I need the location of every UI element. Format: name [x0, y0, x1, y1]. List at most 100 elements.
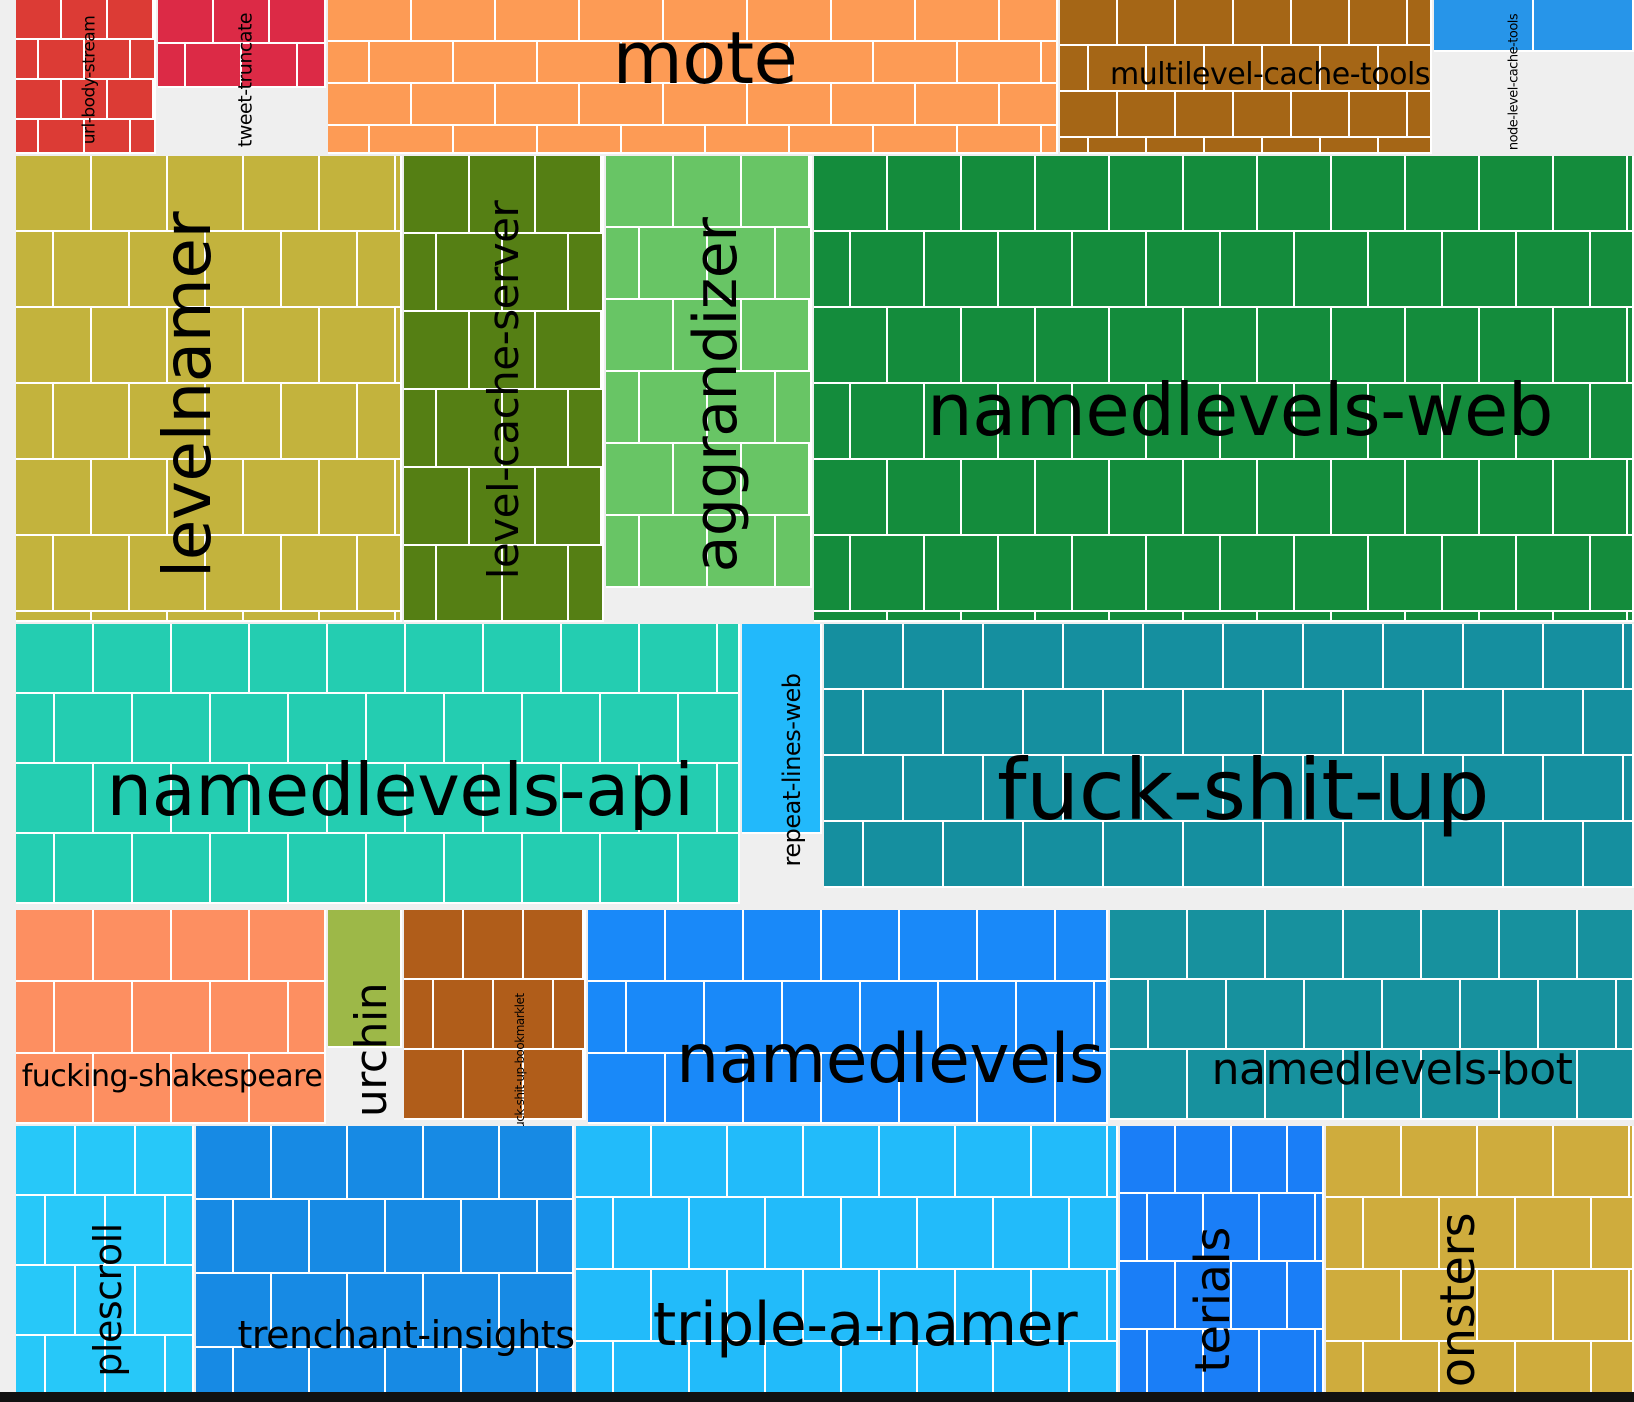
- treemap-leaf: [1478, 1126, 1554, 1198]
- treemap-leaf: [16, 384, 54, 460]
- treemap-leaf: [16, 1336, 46, 1402]
- treemap-leaf: [16, 834, 55, 904]
- treemap-leaf: [1534, 0, 1634, 52]
- treemap-leaf: [46, 1196, 106, 1266]
- treemap-leaf: [538, 126, 622, 154]
- treemap-leaf: [1205, 138, 1263, 154]
- treemap-leaf: [1628, 460, 1634, 536]
- treemap-leaf: [158, 44, 186, 88]
- treemap-leaf: [1232, 1126, 1288, 1194]
- treemap-leaf: [622, 126, 706, 154]
- treemap-leaf: [888, 460, 962, 536]
- treemap-leaf: [606, 300, 674, 372]
- treemap-leaf: [16, 232, 54, 308]
- treemap-leaf: [606, 228, 640, 300]
- treemap-leaf: [1369, 384, 1443, 460]
- treemap-leaf: [861, 982, 939, 1054]
- treemap-leaf: [832, 0, 916, 42]
- treemap-leaf: [54, 384, 130, 460]
- treemap-leaf: [1184, 308, 1258, 384]
- treemap-leaf: [434, 980, 494, 1050]
- treemap-leaf: [328, 84, 412, 126]
- treemap-leaf: [994, 1198, 1070, 1270]
- treemap-leaf: [524, 910, 584, 980]
- treemap-leaf: [1110, 460, 1184, 536]
- treemap-leaf: [748, 0, 832, 42]
- treemap-leaf: [1332, 460, 1406, 536]
- treemap-leaf: [569, 390, 604, 468]
- treemap-leaf: [1266, 1050, 1344, 1120]
- treemap-leaf: [348, 1126, 424, 1200]
- treemap-leaf: [130, 536, 206, 612]
- treemap-leaf: [523, 834, 601, 904]
- treemap-leaf: [16, 1196, 46, 1266]
- treemap-leaf: [1554, 156, 1628, 232]
- treemap-leaf: [956, 1270, 1032, 1342]
- treemap-leaf: [404, 390, 437, 468]
- treemap-leaf: [358, 536, 402, 612]
- treemap-leaf: [244, 308, 320, 384]
- treemap-leaf: [320, 612, 396, 622]
- treemap-leaf: [1104, 690, 1184, 756]
- treemap-leaf: [168, 612, 244, 622]
- treemap-leaf: [1060, 92, 1118, 138]
- treemap-leaf: [1184, 612, 1258, 622]
- treemap-leaf: [503, 234, 569, 312]
- treemap-leaf: [1592, 1198, 1634, 1270]
- treemap-leaf: [1344, 910, 1422, 980]
- treemap-leaf: [196, 1126, 272, 1200]
- treemap-leaf: [742, 444, 810, 516]
- treemap-leaf: [674, 444, 742, 516]
- treemap-leaf: [814, 232, 851, 308]
- treemap-leaf: [1000, 0, 1058, 42]
- treemap-leaf: [62, 80, 108, 120]
- treemap-leaf: [16, 1266, 76, 1336]
- treemap-leaf: [576, 1126, 652, 1198]
- treemap-leaf: [424, 1274, 500, 1348]
- treemap-leaf: [166, 1196, 194, 1266]
- treemap-leaf: [16, 308, 92, 384]
- treemap-leaf: [1147, 384, 1221, 460]
- treemap-leaf: [1480, 156, 1554, 232]
- treemap-leaf: [1036, 460, 1110, 536]
- treemap-leaf: [1288, 1262, 1324, 1330]
- treemap-leaf: [1332, 156, 1406, 232]
- treemap-leaf: [1042, 42, 1058, 84]
- treemap-leaf: [1184, 822, 1264, 888]
- treemap-leaf: [39, 120, 85, 154]
- treemap-leaf: [1120, 1194, 1148, 1262]
- treemap-leaf: [640, 372, 708, 444]
- treemap-leaf: [328, 910, 402, 1048]
- treemap-leaf: [1402, 1270, 1478, 1342]
- treemap-leaf: [412, 0, 496, 42]
- treemap-leaf: [1326, 1198, 1364, 1270]
- treemap-leaf: [404, 234, 437, 312]
- treemap-leaf: [718, 764, 740, 834]
- treemap-leaf: [728, 1126, 804, 1198]
- treemap-leaf: [328, 624, 406, 694]
- treemap-leaf: [16, 764, 94, 834]
- treemap-leaf: [168, 308, 244, 384]
- treemap-leaf: [1406, 460, 1480, 536]
- treemap-leaf: [708, 516, 776, 588]
- treemap-leaf: [776, 372, 812, 444]
- treemap-leaf: [652, 1126, 728, 1198]
- treemap-leaf: [606, 372, 640, 444]
- treemap-leaf: [1408, 0, 1432, 46]
- treemap-leaf: [158, 0, 214, 44]
- treemap-leaf: [503, 546, 569, 622]
- treemap-leaf: [1188, 1050, 1266, 1120]
- treemap-leaf: [244, 156, 320, 232]
- treemap-leaf: [742, 300, 810, 372]
- treemap-leaf: [406, 764, 484, 834]
- treemap-leaf: [978, 1054, 1056, 1124]
- treemap-leaf: [445, 694, 523, 764]
- treemap-leaf: [1042, 126, 1058, 154]
- treemap-leaf: [1144, 624, 1224, 690]
- treemap-leaf: [1504, 690, 1584, 756]
- treemap-leaf: [1628, 156, 1634, 232]
- treemap-leaf: [999, 536, 1073, 612]
- treemap-leaf: [1120, 1330, 1148, 1398]
- treemap-leaf: [16, 910, 94, 982]
